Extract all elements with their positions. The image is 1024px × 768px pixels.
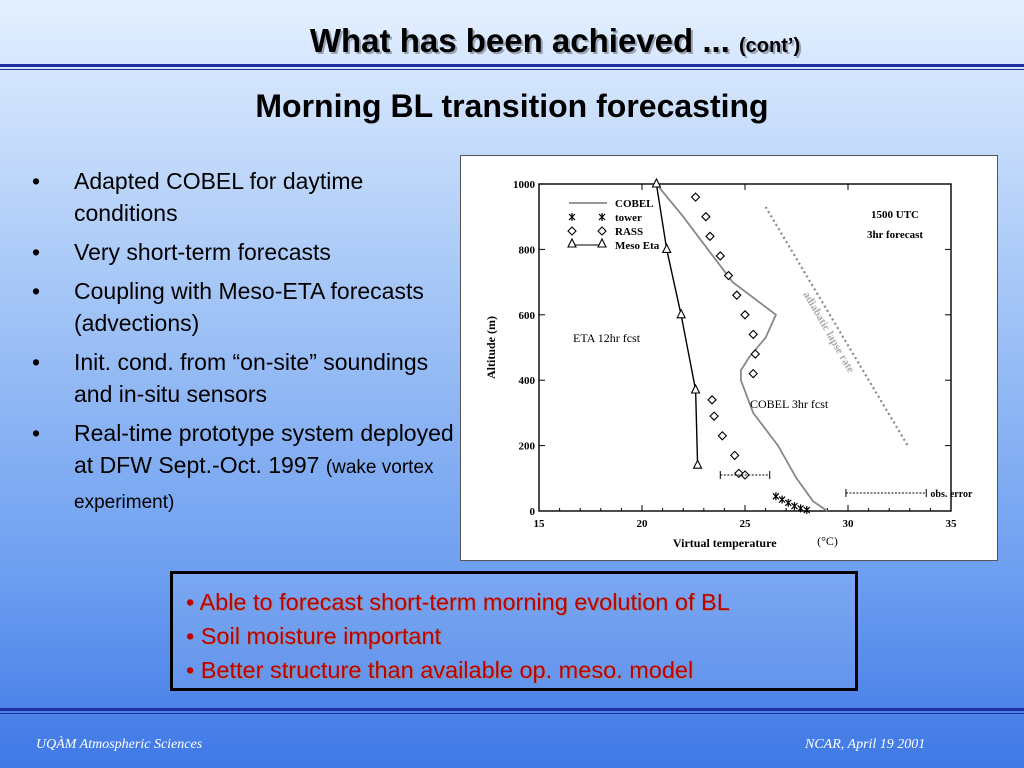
rass-point <box>701 211 711 222</box>
tower-point <box>791 502 798 511</box>
bullet-text: Init. cond. from “on-site” soundings and… <box>74 349 429 407</box>
rass-point <box>709 411 719 421</box>
meso-eta-point <box>692 458 703 469</box>
time-label: 1500 UTC <box>871 209 919 221</box>
rass-point <box>715 251 726 261</box>
cobel-line <box>655 183 828 512</box>
bullet-text: Coupling with Meso-ETA forecasts (advect… <box>74 278 424 336</box>
bottom-rule <box>0 708 1024 714</box>
meso-eta-point <box>676 308 687 319</box>
slide-title-cont: (cont’) <box>739 35 801 57</box>
rass-point <box>705 231 715 242</box>
rass-point <box>707 395 717 405</box>
bullet-dot-icon: • <box>32 278 41 304</box>
rass-point <box>740 310 750 320</box>
cobel-annotation: COBEL 3hr fcst <box>750 397 829 411</box>
x-tick-label: 25 <box>740 518 752 530</box>
x-tick-label: 20 <box>637 518 649 530</box>
tower-point <box>772 492 780 501</box>
forecast-horizon-label: 3hr forecast <box>867 229 923 241</box>
temperature-profile-chart: 15 20 25 30 35 0 200 400 600 800 1000 Virtual tempe… <box>460 155 998 561</box>
bullet-text: Very short-term forecasts <box>74 239 331 265</box>
footer-right: NCAR, April 19 2001 <box>805 737 926 752</box>
bullet-item: • Real-time prototype system deployed at … <box>32 417 462 519</box>
tower-point <box>778 495 786 504</box>
conclusion-line: • Able to forecast short-term morning ev… <box>186 589 730 615</box>
conclusion-box: • Able to forecast short-term morning ev… <box>170 571 858 691</box>
bullet-text: Adapted COBEL for daytime conditions <box>74 168 364 226</box>
tower-point <box>797 504 805 513</box>
footer-left: UQÀM Atmospheric Sciences <box>36 737 203 752</box>
y-tick-label: 800 <box>519 244 536 256</box>
conclusion-line: • Better structure than available op. me… <box>186 657 694 683</box>
x-tick-label: 35 <box>946 518 958 530</box>
legend-label: COBEL <box>615 198 654 210</box>
y-tick-label: 400 <box>519 375 536 387</box>
bullet-dot-icon: • <box>32 420 41 446</box>
rass-point <box>748 329 759 340</box>
legend-meso-eta-swatch <box>597 237 607 248</box>
rass-point <box>731 290 742 300</box>
bullet-item: • Init. cond. from “on-site” soundings an… <box>32 346 462 410</box>
y-tick-label: 1000 <box>513 179 536 191</box>
slide-subtitle: Morning BL transition forecasting <box>255 88 769 124</box>
x-tick-label: 15 <box>534 518 546 530</box>
bullet-list: • Adapted COBEL for daytime conditions • V… <box>32 165 462 526</box>
x-axis-label: Virtual temperature <box>673 536 777 550</box>
bullet-dot-icon: • <box>32 239 41 265</box>
top-rule <box>0 64 1024 70</box>
bullet-item: • Very short-term forecasts <box>32 236 462 268</box>
y-tick-label: 0 <box>530 506 536 518</box>
x-tick-label: 30 <box>843 518 855 530</box>
bullet-item: • Adapted COBEL for daytime conditions <box>32 165 462 229</box>
rass-point <box>723 270 734 281</box>
tower-point <box>784 498 792 507</box>
meso-eta-point <box>651 177 662 188</box>
meso-eta-point <box>661 243 672 253</box>
rass-point <box>748 368 759 379</box>
bullet-text: Real-time prototype system deployed at D… <box>74 420 454 478</box>
y-tick-label: 600 <box>519 310 536 322</box>
conclusion-line: • Soil moisture important <box>186 623 442 649</box>
chart-svg: 15 20 25 30 35 0 200 400 600 800 1000 Virtual tempe… <box>484 177 973 550</box>
bullet-dot-icon: • <box>32 168 41 194</box>
bullet-dot-icon: • <box>32 349 41 375</box>
legend-label: Meso Eta <box>615 240 660 252</box>
legend-tower-swatch <box>568 213 576 221</box>
adiabatic-lapse-line <box>764 206 909 447</box>
rass-point <box>717 431 728 441</box>
slide-title: What has been achieved ... (cont’) <box>0 22 1024 60</box>
rass-point <box>729 450 740 461</box>
legend-label: tower <box>615 212 642 224</box>
bullet-small-text: (wake vortex experiment) <box>74 457 434 513</box>
adiabatic-annotation: adiabatic lapse rate <box>800 290 856 375</box>
y-tick-label: 200 <box>519 441 536 453</box>
slide-title-main: What has been achieved ... <box>309 22 730 59</box>
eta-annotation: ETA 12hr fcst <box>573 331 641 345</box>
obs-error-label: obs. error <box>930 489 973 500</box>
rass-point <box>750 349 761 359</box>
legend-label: RASS <box>615 226 643 238</box>
tower-point <box>803 506 811 515</box>
bullet-item: • Coupling with Meso-ETA forecasts (advec… <box>32 275 462 339</box>
legend-rass-swatch <box>597 226 607 236</box>
meso-eta-point <box>690 383 701 394</box>
rass-point <box>690 192 701 202</box>
legend-tower-swatch <box>598 213 606 221</box>
legend-meso-eta-swatch <box>567 237 577 248</box>
y-axis-label: Altitude (m) <box>484 316 498 379</box>
x-axis-unit: (°C) <box>817 534 838 548</box>
legend-rass-swatch <box>567 226 577 236</box>
